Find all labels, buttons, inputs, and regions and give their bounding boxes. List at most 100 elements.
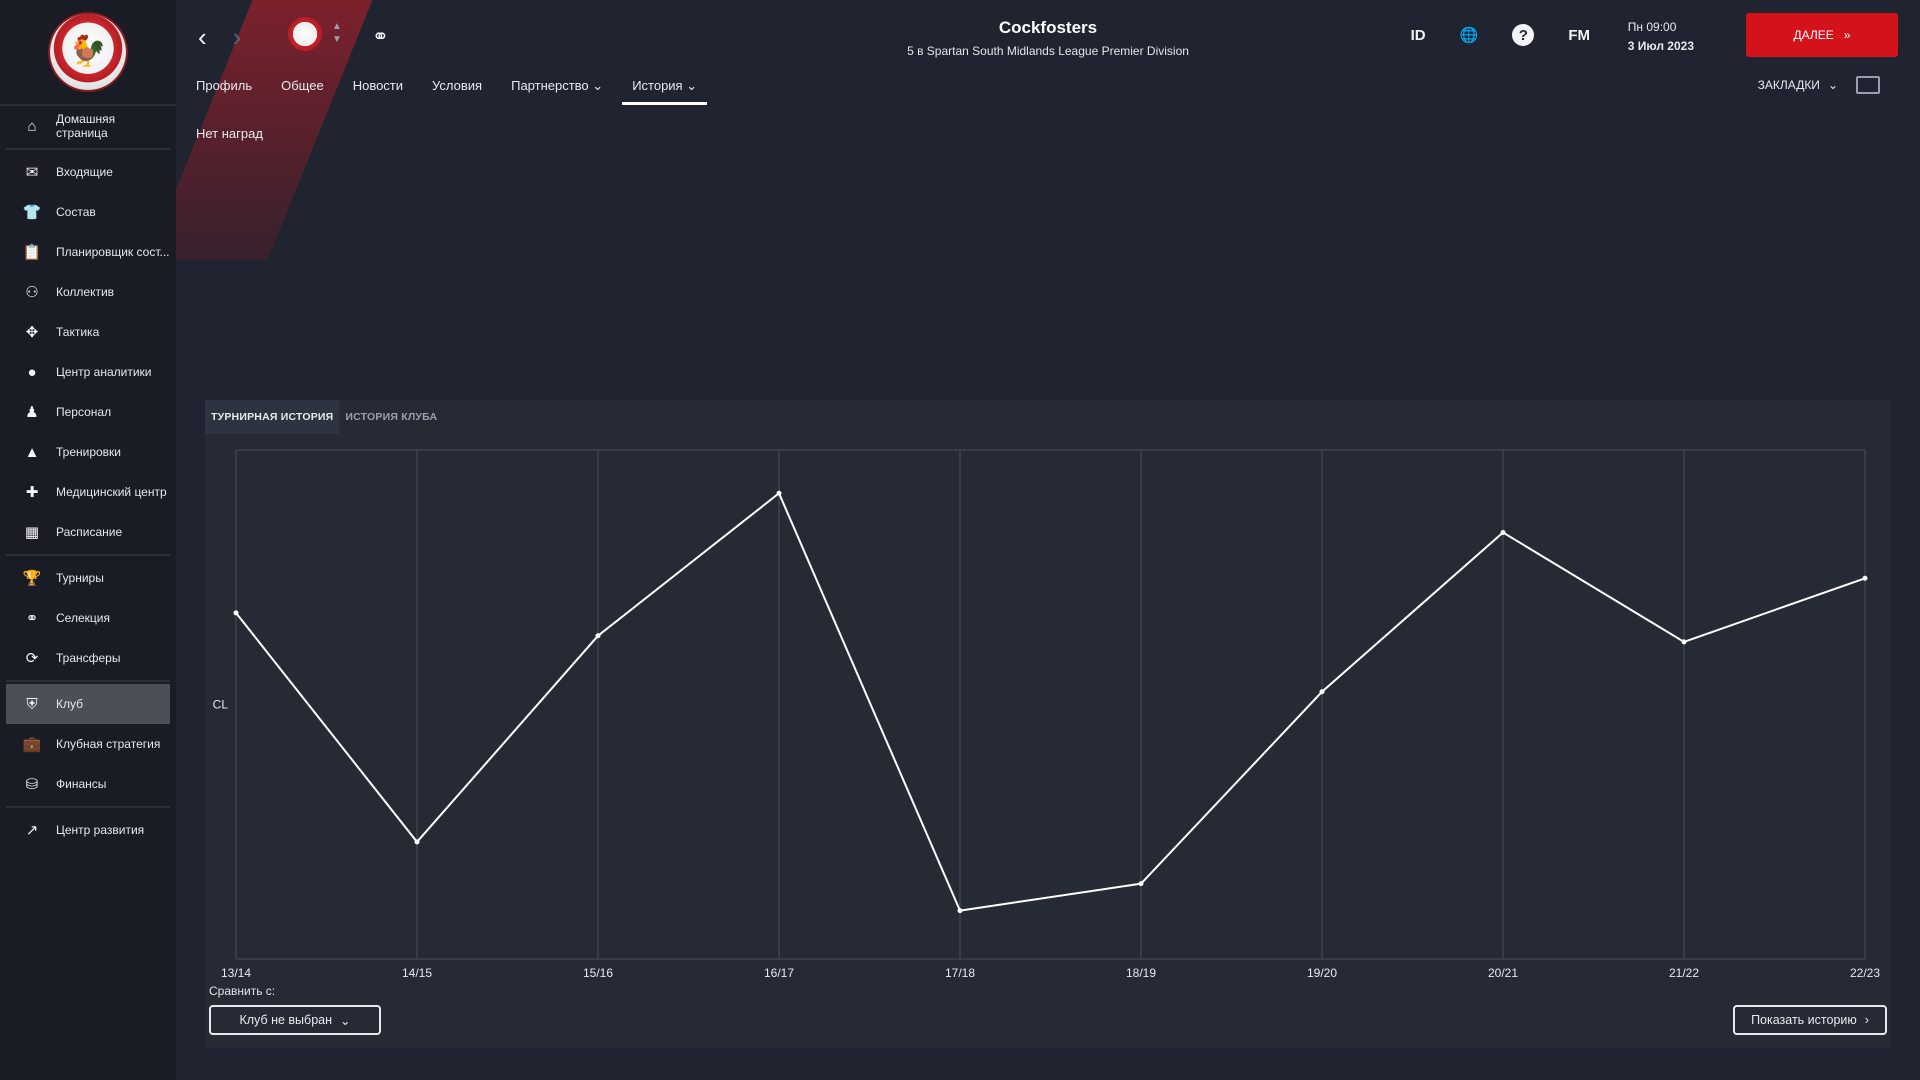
club-logo-area: 🐓 xyxy=(0,0,176,106)
sidebar-item-label: Турниры xyxy=(56,571,104,585)
sidebar-item-11[interactable]: 🏆 Турниры xyxy=(6,558,170,598)
sidebar-item-5[interactable]: ✥ Тактика xyxy=(6,312,170,352)
data-point xyxy=(776,490,782,496)
chevron-down-icon: ⌄ xyxy=(340,1013,351,1028)
tab-tournament-history[interactable]: ТУРНИРНАЯ ИСТОРИЯ xyxy=(205,400,340,434)
calendar-icon: ▦ xyxy=(24,524,40,541)
x-tick-label: 21/22 xyxy=(1669,966,1699,980)
trophy-icon: 🏆 xyxy=(22,570,42,587)
tab-news[interactable]: Новости xyxy=(352,78,404,93)
club-switcher-icon[interactable]: ▲ ▼ xyxy=(332,21,342,45)
sidebar-item-2[interactable]: 👕 Состав xyxy=(6,192,170,232)
sidebar-item-6[interactable]: ● Центр аналитики xyxy=(6,352,170,392)
top-icons: ID 🌐 ? FM xyxy=(1411,24,1590,46)
x-tick-label: 14/15 xyxy=(402,966,432,980)
chevron-down-icon: ⌄ xyxy=(1827,78,1838,92)
fm-button[interactable]: FM xyxy=(1568,26,1590,44)
tab-profile[interactable]: Профиль xyxy=(196,78,253,93)
sidebar-item-12[interactable]: ⚭ Селекция xyxy=(6,598,170,638)
data-point xyxy=(1681,639,1687,645)
show-history-label: Показать историю xyxy=(1751,1013,1857,1027)
tab-bar: Профиль Общее Новости Условия Партнерств… xyxy=(196,78,708,105)
sidebar-item-label: Тактика xyxy=(56,325,100,339)
plot-area xyxy=(236,450,1865,959)
sidebar-item-label: Центр развития xyxy=(56,823,145,837)
sidebar-item-label: Финансы xyxy=(56,777,107,791)
sidebar-item-4[interactable]: ⚇ Коллектив xyxy=(6,272,170,312)
x-tick-label: 16/17 xyxy=(764,966,794,980)
sidebar-item-label: Центр аналитики xyxy=(56,365,152,379)
sidebar-item-9[interactable]: ✚ Медицинский центр xyxy=(6,472,170,512)
show-history-button[interactable]: Показать историю › xyxy=(1733,1005,1887,1035)
data-point xyxy=(1319,689,1325,695)
sidebar-divider xyxy=(6,148,170,150)
briefcase-icon: 💼 xyxy=(22,736,42,753)
sidebar-item-1[interactable]: ✉ Входящие xyxy=(6,152,170,192)
back-arrow-icon[interactable]: ‹ xyxy=(198,22,207,52)
data-point xyxy=(1138,881,1144,887)
chevron-down-icon: ⌄ xyxy=(592,78,604,93)
tactics-icon: ✥ xyxy=(25,324,39,341)
bookmarks-control[interactable]: ЗАКЛАДКИ ⌄ xyxy=(1758,76,1880,94)
data-point xyxy=(1500,529,1506,535)
sidebar-item-label: Трансферы xyxy=(56,651,121,665)
tab-history-label: История xyxy=(632,78,683,93)
tab-club-history[interactable]: ИСТОРИЯ КЛУБА xyxy=(345,411,438,423)
sidebar-item-label: Коллектив xyxy=(56,285,115,299)
sidebar-divider xyxy=(6,554,170,556)
sidebar-item-label: Клуб xyxy=(56,697,83,711)
double-chevron-icon: » xyxy=(1843,28,1851,42)
chevron-down-icon: ⌄ xyxy=(686,78,698,93)
sidebar-item-17[interactable]: ↗ Центр развития xyxy=(6,810,170,850)
sidebar: 🐓 ⌂ Домашняя страница ✉ Входящие 👕 Состав 📋 Пла… xyxy=(0,0,176,1080)
sidebar-item-label: Планировщик сост... xyxy=(56,245,170,259)
sidebar-item-label: Состав xyxy=(56,205,96,219)
sidebar-item-8[interactable]: ▲ Тренировки xyxy=(6,432,170,472)
league-position-chart: 13/14 14/15 15/16 16/17 17/18 18/19 19/20 20/21… xyxy=(213,449,1880,980)
game-date: Пн 09:00 3 Июл 2023 xyxy=(1628,18,1694,56)
sidebar-item-10[interactable]: ▦ Расписание xyxy=(6,512,170,552)
monitor-icon[interactable] xyxy=(1856,76,1880,94)
x-tick-label: 22/23 xyxy=(1850,966,1880,980)
x-tick-label: 18/19 xyxy=(1126,966,1156,980)
sidebar-item-16[interactable]: ⛁ Финансы xyxy=(6,764,170,804)
continue-button[interactable]: ДАЛЕЕ » xyxy=(1746,13,1898,57)
tab-general[interactable]: Общее xyxy=(281,78,324,93)
sidebar-item-15[interactable]: 💼 Клубная стратегия xyxy=(6,724,170,764)
binoculars-icon[interactable]: ⚭ xyxy=(372,26,389,48)
data-point xyxy=(233,610,239,616)
sidebar-item-0[interactable]: ⌂ Домашняя страница xyxy=(6,106,170,146)
sidebar-item-7[interactable]: ♟ Персонал xyxy=(6,392,170,432)
globe-icon[interactable]: 🌐 xyxy=(1459,27,1479,44)
rooster-icon: 🐓 xyxy=(69,35,107,68)
sidebar-nav: ⌂ Домашняя страница ✉ Входящие 👕 Состав 📋 Плани… xyxy=(0,106,176,850)
sidebar-item-3[interactable]: 📋 Планировщик сост... xyxy=(6,232,170,272)
sidebar-item-14[interactable]: ⛨ Клуб xyxy=(6,684,170,724)
club-crest[interactable]: 🐓 xyxy=(50,14,126,90)
forward-arrow-icon[interactable]: › xyxy=(232,22,242,52)
tab-facilities[interactable]: Условия xyxy=(432,78,483,93)
help-icon[interactable]: ? xyxy=(1512,24,1535,46)
mail-icon: ✉ xyxy=(25,164,39,181)
x-tick-label: 15/16 xyxy=(583,966,613,980)
club-badge-small[interactable] xyxy=(288,17,322,51)
coins-icon: ⛁ xyxy=(25,776,39,793)
sidebar-item-label: Входящие xyxy=(56,165,113,179)
history-nav: ‹ › xyxy=(198,22,241,53)
data-point xyxy=(595,633,601,639)
data-point xyxy=(1862,575,1868,581)
sidebar-item-label: Медицинский центр xyxy=(56,485,167,499)
bookmarks-label: ЗАКЛАДКИ xyxy=(1757,78,1820,92)
compare-label: Сравнить с: xyxy=(209,984,276,998)
tab-affiliation[interactable]: Партнерство ⌄ xyxy=(511,78,603,105)
sidebar-item-13[interactable]: ⟳ Трансферы xyxy=(6,638,170,678)
group-icon: ⚇ xyxy=(25,284,39,301)
tab-history[interactable]: История ⌄ xyxy=(622,78,708,105)
panel-tabs: ТУРНИРНАЯ ИСТОРИЯ ИСТОРИЯ КЛУБА xyxy=(205,400,443,434)
growth-icon: ↗ xyxy=(25,822,39,839)
compare-club-select[interactable]: Клуб не выбран ⌄ xyxy=(209,1005,381,1035)
home-icon: ⌂ xyxy=(27,117,37,135)
id-button[interactable]: ID xyxy=(1410,26,1426,44)
sidebar-item-label: Домашняя страница xyxy=(55,112,116,140)
x-tick-label: 17/18 xyxy=(945,966,975,980)
